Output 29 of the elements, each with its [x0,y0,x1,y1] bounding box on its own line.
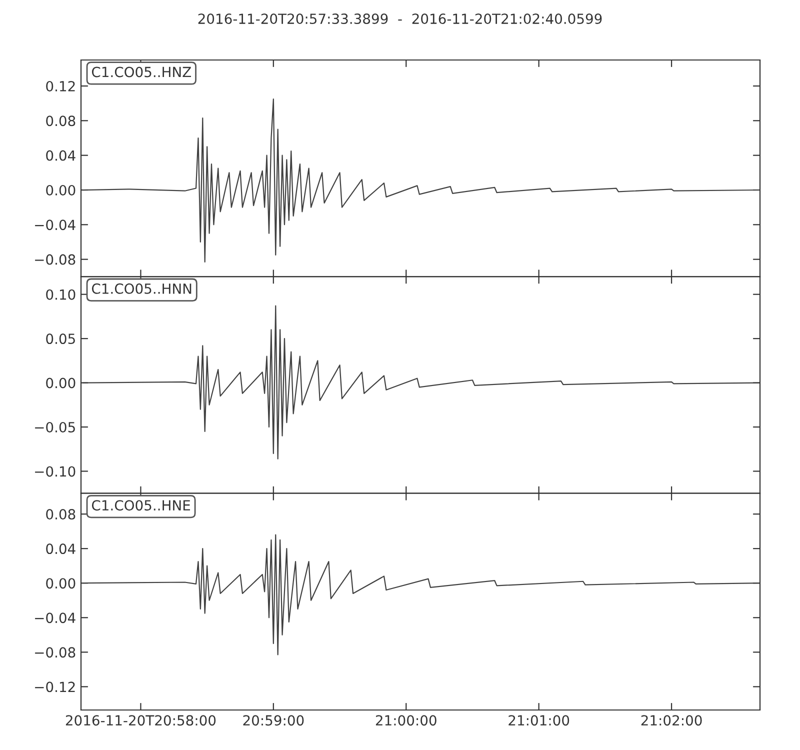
y-tick-label: 0.08 [46,116,76,126]
y-tick-label: 0.04 [46,150,76,161]
x-tick-label: 21:00:00 [376,715,436,726]
x-tick-label: 21:01:00 [508,715,570,726]
y-tick-label: −0.08 [35,647,76,658]
y-tick-label: 0.00 [46,184,76,196]
y-tick-label: −0.04 [35,612,76,624]
line-series [82,305,760,460]
y-tick-label: 0.04 [46,544,76,554]
y-tick-label: −0.04 [35,220,76,230]
y-tick-label: −0.10 [35,466,76,477]
y-tick-label: 0.00 [46,378,76,388]
y-tick-label: −0.08 [35,254,76,265]
x-tick-label: 21:02:00 [641,715,702,726]
annotation: C1.CO05..HNE [92,500,190,511]
y-tick-label: 0.08 [46,509,76,520]
y-tick-label: 0.12 [46,80,75,92]
x-tick-label: 20:59:00 [243,715,304,726]
y-tick-label: 0.00 [46,578,76,589]
y-tick-label: 0.10 [46,289,76,300]
line-series [82,98,760,262]
line-series [82,534,760,656]
annotation: C1.CO05..HNZ [92,66,191,78]
y-tick-label: 0.05 [46,334,75,344]
y-tick-label: −0.12 [35,682,75,692]
y-tick-label: −0.05 [35,422,75,432]
annotation: C1.CO05..HNN [92,283,192,294]
chart-title: 2016-11-20T20:57:33.3899 - 2016-11-20T21:02:40.0599 [198,14,602,24]
x-tick-label: 2016-11-20T20:58:00 [66,715,216,726]
